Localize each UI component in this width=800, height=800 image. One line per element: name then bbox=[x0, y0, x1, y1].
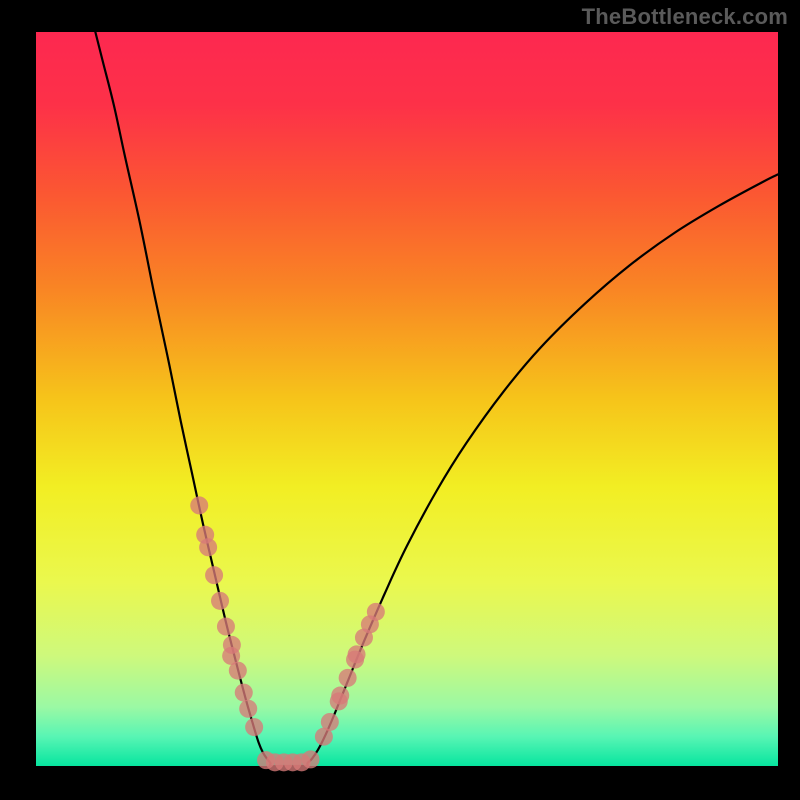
marker-dot bbox=[348, 645, 366, 663]
marker-dot bbox=[211, 592, 229, 610]
marker-dot bbox=[331, 687, 349, 705]
marker-dot bbox=[235, 684, 253, 702]
marker-dot bbox=[302, 750, 320, 768]
plot-background bbox=[36, 32, 778, 766]
marker-dot bbox=[339, 669, 357, 687]
marker-dot bbox=[367, 603, 385, 621]
marker-dot bbox=[321, 713, 339, 731]
marker-dot bbox=[229, 662, 247, 680]
marker-dot bbox=[217, 618, 235, 636]
canvas-root: TheBottleneck.com bbox=[0, 0, 800, 800]
marker-dot bbox=[190, 496, 208, 514]
chart-svg bbox=[0, 0, 800, 800]
marker-dot bbox=[245, 718, 263, 736]
marker-dot bbox=[239, 700, 257, 718]
marker-dot bbox=[205, 566, 223, 584]
marker-dot bbox=[199, 538, 217, 556]
